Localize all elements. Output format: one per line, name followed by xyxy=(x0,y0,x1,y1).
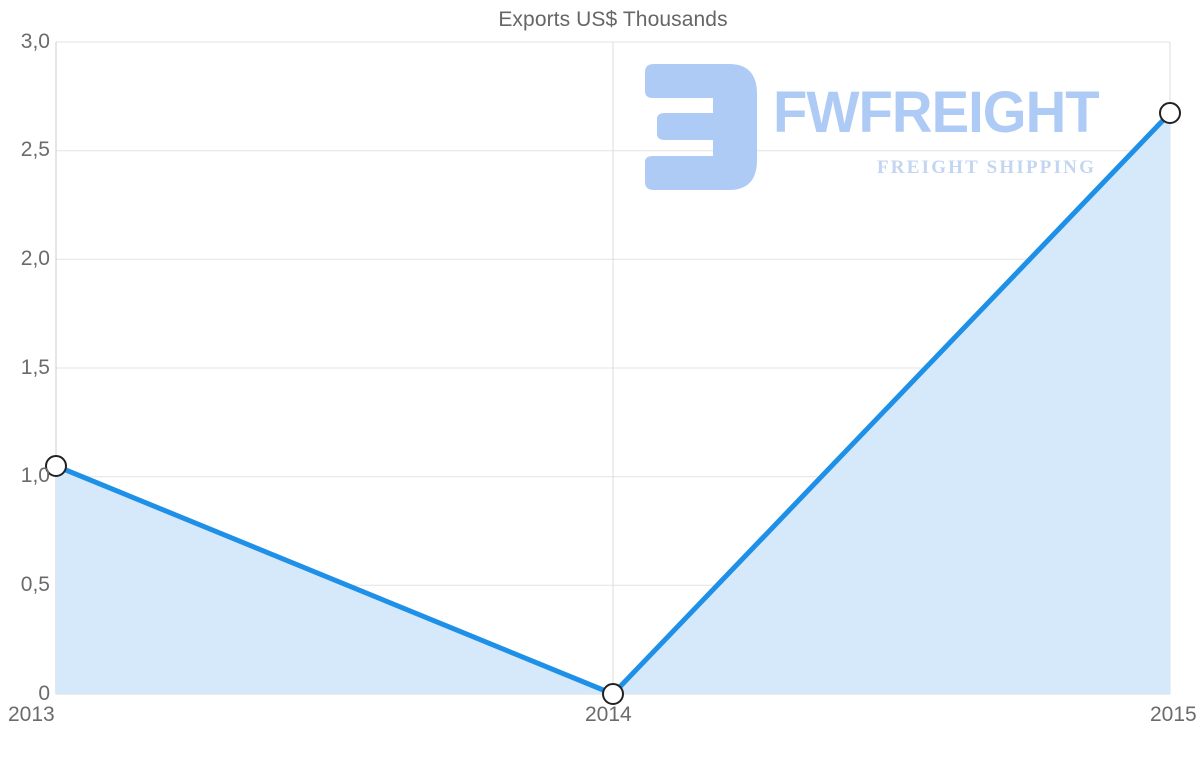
y-tick-label-0-5: 0,5 xyxy=(20,573,50,596)
y-tick-label-2-5: 2,5 xyxy=(20,138,50,161)
y-axis: 3,0 2,5 2,0 1,5 1,0 0,5 0 xyxy=(0,0,50,763)
x-tick-label-2014: 2014 xyxy=(585,703,632,726)
y-tick-label-1: 1,0 xyxy=(20,464,50,487)
series-markers xyxy=(45,102,1181,705)
y-tick-label-0: 0 xyxy=(38,682,50,705)
x-tick-label-2013: 2013 xyxy=(8,703,55,726)
chart-title: Exports US$ Thousands xyxy=(498,8,728,31)
data-point-2015[interactable] xyxy=(1159,102,1181,124)
x-tick-label-2015: 2015 xyxy=(1150,703,1197,726)
data-point-2013[interactable] xyxy=(45,455,67,477)
y-tick-label-2: 2,0 xyxy=(20,247,50,270)
y-tick-label-3: 3,0 xyxy=(20,30,50,53)
data-point-2014[interactable] xyxy=(602,683,624,705)
y-tick-label-1-5: 1,5 xyxy=(20,356,50,379)
series-area-fill xyxy=(56,113,1170,694)
